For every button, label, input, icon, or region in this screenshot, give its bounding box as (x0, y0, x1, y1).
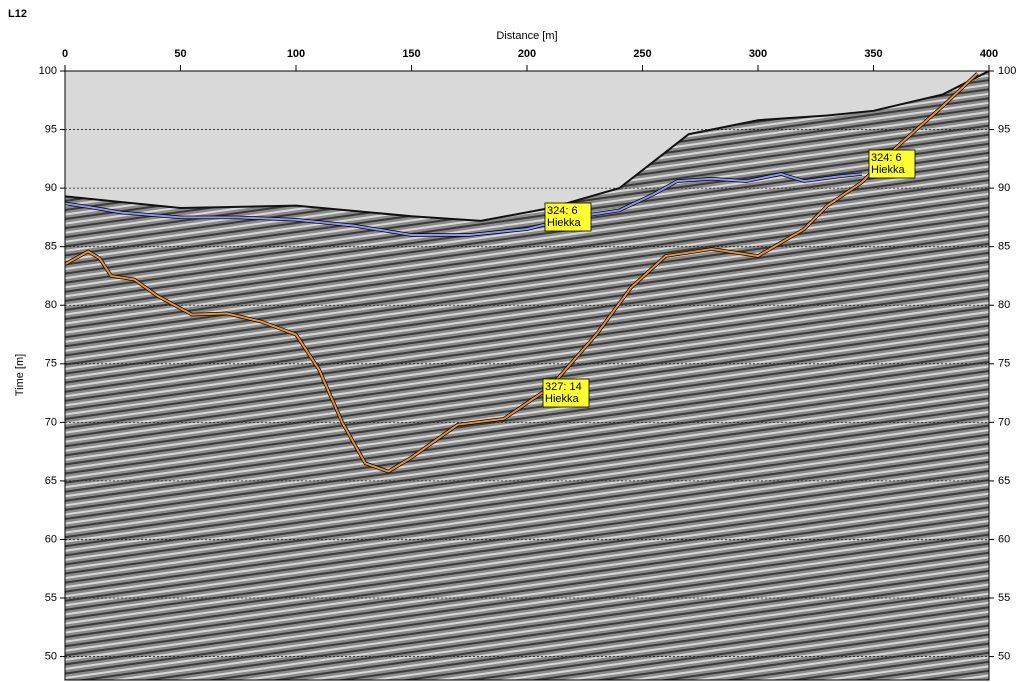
y-tick-label: 70 (45, 416, 57, 428)
y-tick-label: 90 (998, 182, 1010, 194)
y-tick-label: 95 (45, 123, 57, 135)
y-tick-label: 50 (998, 650, 1010, 662)
y-tick-label: 100 (998, 65, 1016, 77)
y-tick-label: 55 (45, 592, 57, 604)
annotation-text: 324: 6 (871, 152, 902, 164)
plot-area (65, 71, 989, 680)
y-tick-label: 60 (45, 533, 57, 545)
annotation-text: Hiekka (545, 393, 580, 405)
y-tick-label: 60 (998, 533, 1010, 545)
y-tick-label: 75 (45, 358, 57, 370)
x-tick-label: 50 (174, 48, 186, 60)
y-tick-label: 75 (998, 358, 1010, 370)
x-tick-label: 350 (864, 48, 882, 60)
y-tick-label: 70 (998, 416, 1010, 428)
x-tick-label: 150 (402, 48, 420, 60)
y-axis-label: Time [m] (14, 354, 26, 396)
y-tick-label: 65 (45, 475, 57, 487)
y-tick-label: 85 (45, 241, 57, 253)
x-tick-label: 200 (518, 48, 536, 60)
y-tick-label: 100 (39, 65, 57, 77)
annotation-text: Hiekka (871, 164, 906, 176)
chart-title: L12 (8, 8, 27, 20)
x-tick-label: 400 (980, 48, 998, 60)
annotation-text: 324: 6 (547, 205, 578, 217)
y-tick-label: 85 (998, 241, 1010, 253)
chart: L12 Distance [m] Time [m] 50 50 55 55 60 60 65… (0, 0, 1029, 682)
y-tick-label: 80 (45, 299, 57, 311)
y-tick-label: 55 (998, 592, 1010, 604)
y-tick-label: 80 (998, 299, 1010, 311)
y-tick-label: 95 (998, 123, 1010, 135)
annotation-text: Hiekka (547, 217, 582, 229)
y-tick-label: 90 (45, 182, 57, 194)
annotation-text: 327: 14 (545, 381, 582, 393)
x-tick-label: 300 (749, 48, 767, 60)
y-tick-label: 65 (998, 475, 1010, 487)
x-tick-label: 0 (62, 48, 68, 60)
x-axis-label: Distance [m] (496, 30, 557, 42)
x-tick-label: 100 (287, 48, 305, 60)
x-tick-label: 250 (633, 48, 651, 60)
y-tick-label: 50 (45, 650, 57, 662)
